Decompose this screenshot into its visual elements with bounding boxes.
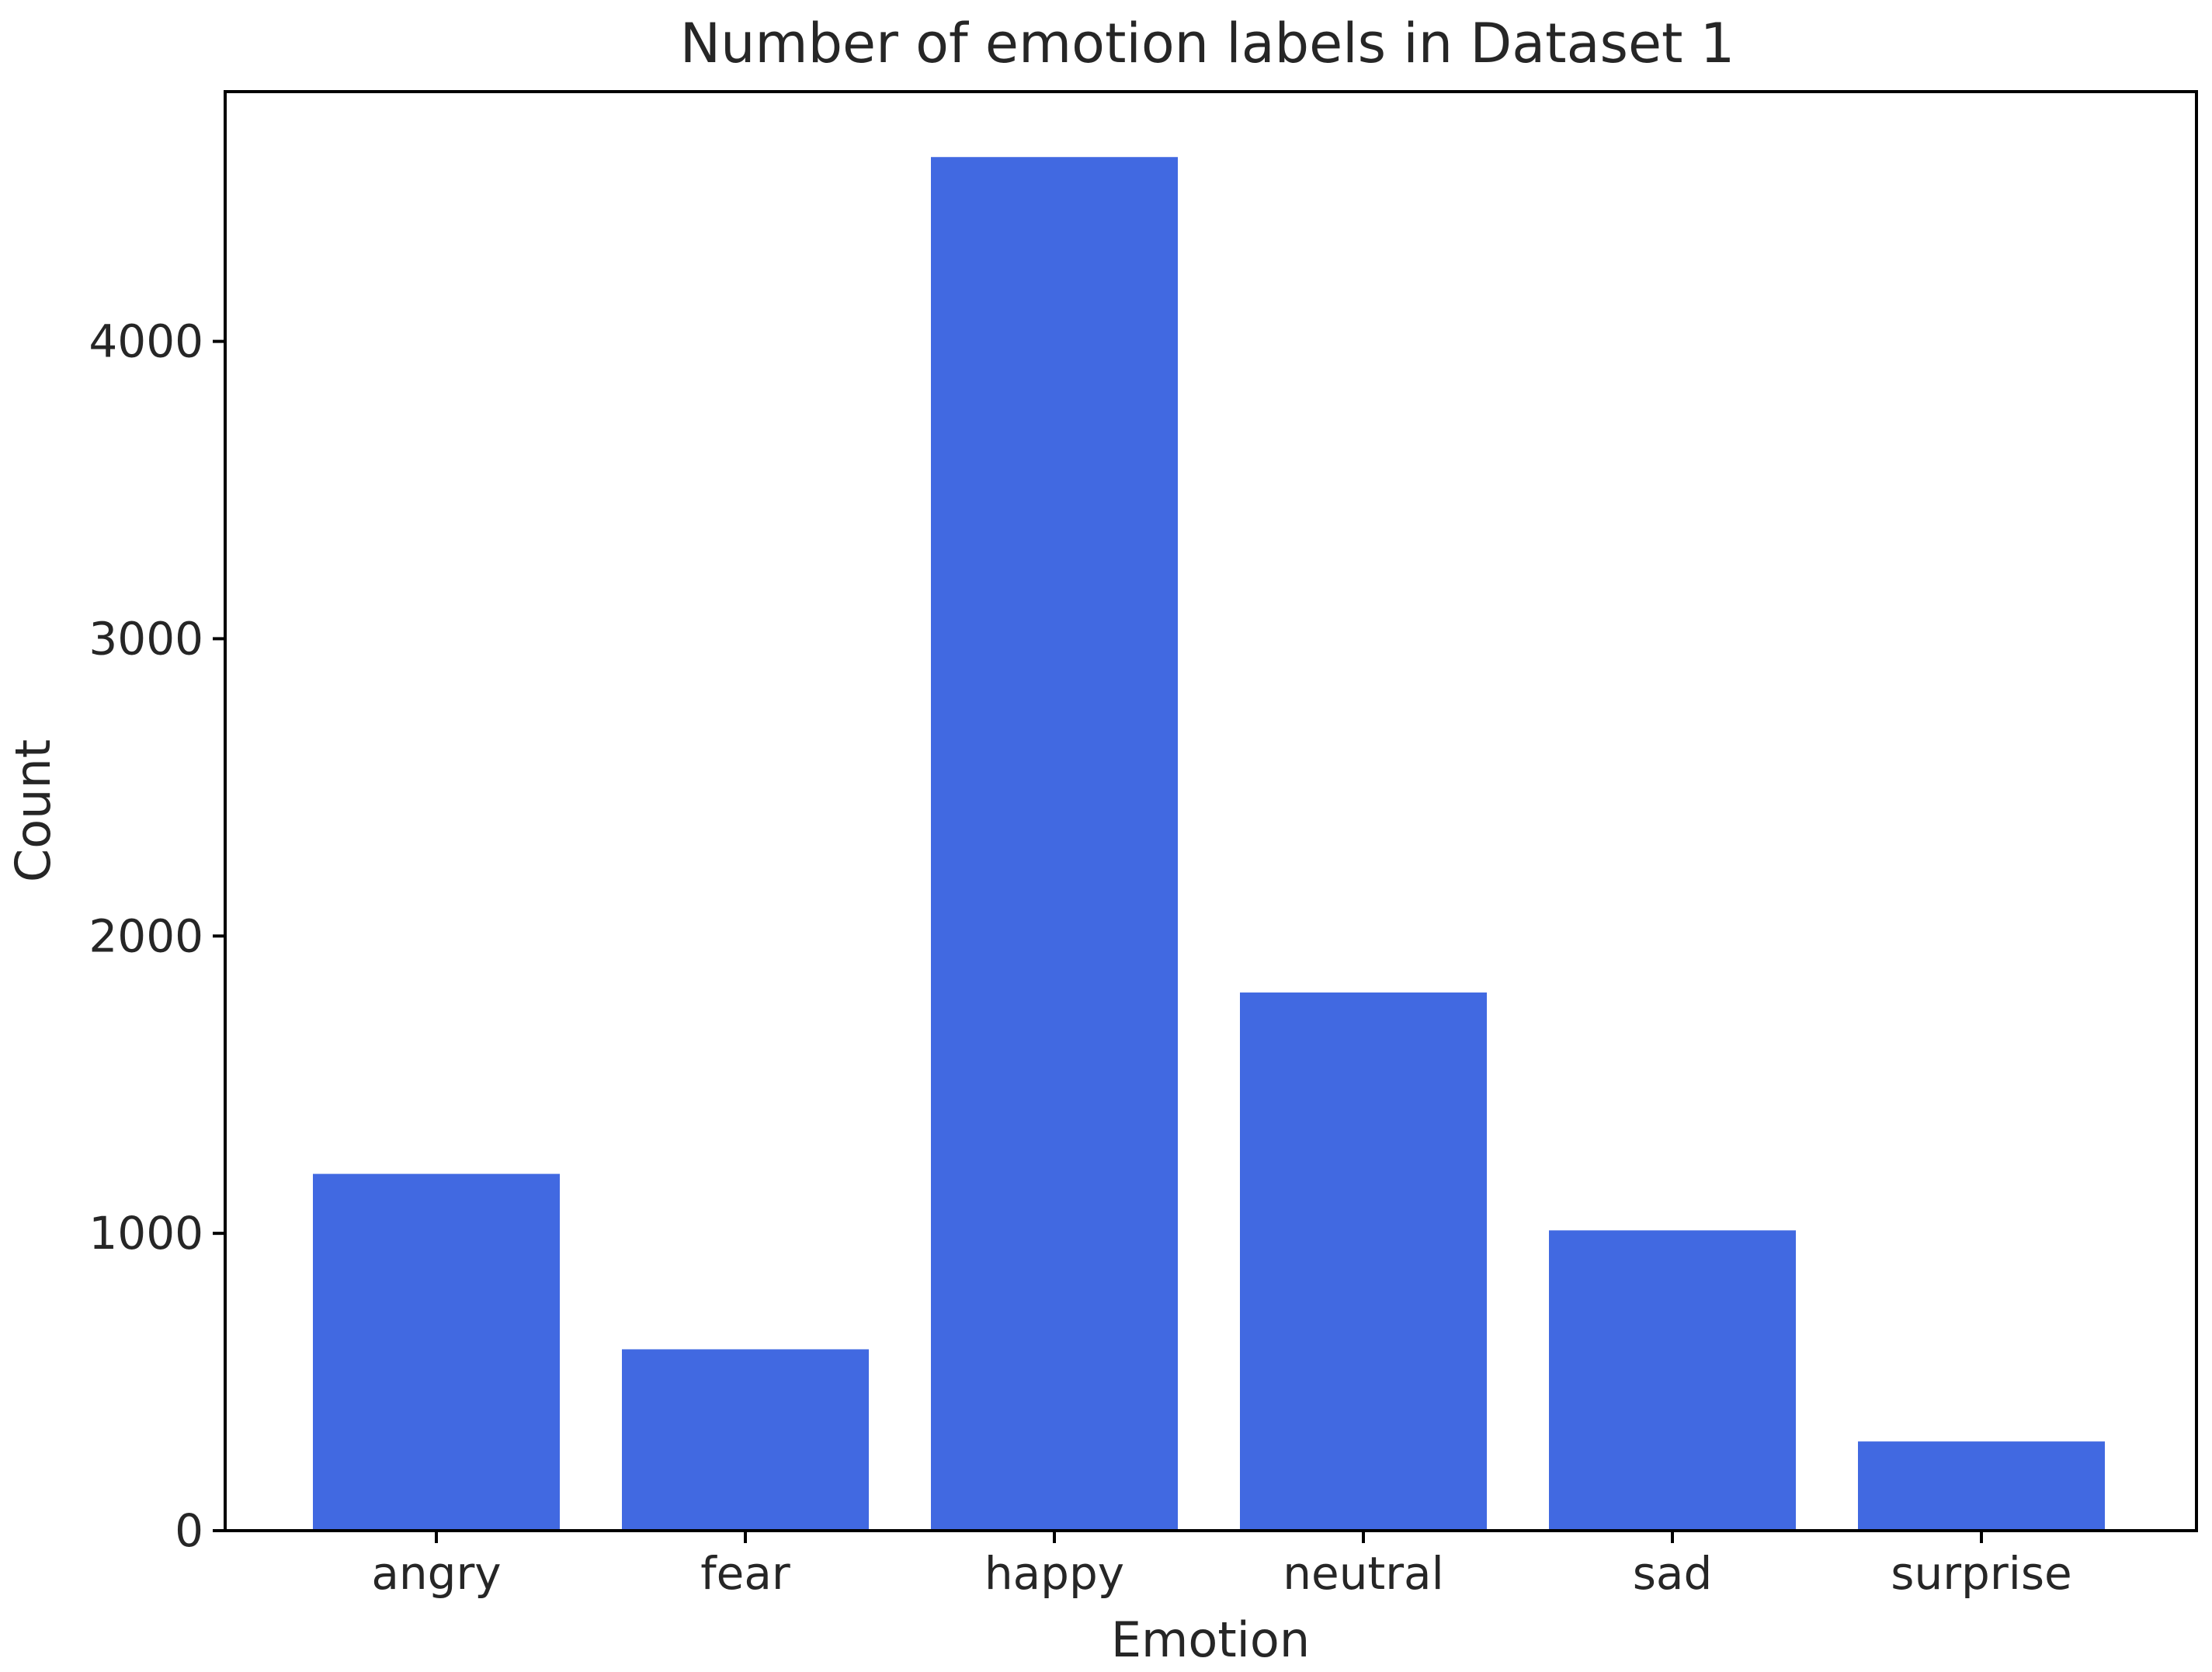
y-axis-ticks: 0 1000 2000 3000 4000	[89, 315, 225, 1557]
x-axis-ticks: angry fear happy neutral sad surprise	[371, 1531, 2072, 1600]
bars-layer	[313, 157, 2105, 1531]
chart-title: Number of emotion labels in Dataset 1	[680, 12, 1735, 75]
bar-angry	[313, 1173, 560, 1531]
bar-sad	[1549, 1230, 1796, 1531]
y-tick-label: 2000	[89, 909, 203, 962]
x-tick-label: surprise	[1891, 1547, 2072, 1600]
x-tick-label: sad	[1633, 1547, 1713, 1600]
y-tick-label: 0	[175, 1504, 203, 1557]
x-tick-label: neutral	[1283, 1547, 1443, 1600]
y-axis-label: Count	[5, 739, 61, 882]
x-tick-label: fear	[700, 1547, 790, 1600]
bar-happy	[931, 157, 1178, 1531]
y-tick-label: 4000	[89, 315, 203, 368]
x-tick-label: angry	[371, 1547, 501, 1600]
x-tick-label: happy	[984, 1547, 1124, 1600]
bar-surprise	[1858, 1441, 2105, 1531]
x-axis-label: Emotion	[1111, 1611, 1310, 1668]
bar-fear	[622, 1349, 869, 1531]
plot-frame	[224, 90, 2198, 1532]
y-tick-label: 3000	[89, 612, 203, 665]
bar-neutral	[1240, 992, 1487, 1531]
y-tick-label: 1000	[89, 1207, 203, 1260]
